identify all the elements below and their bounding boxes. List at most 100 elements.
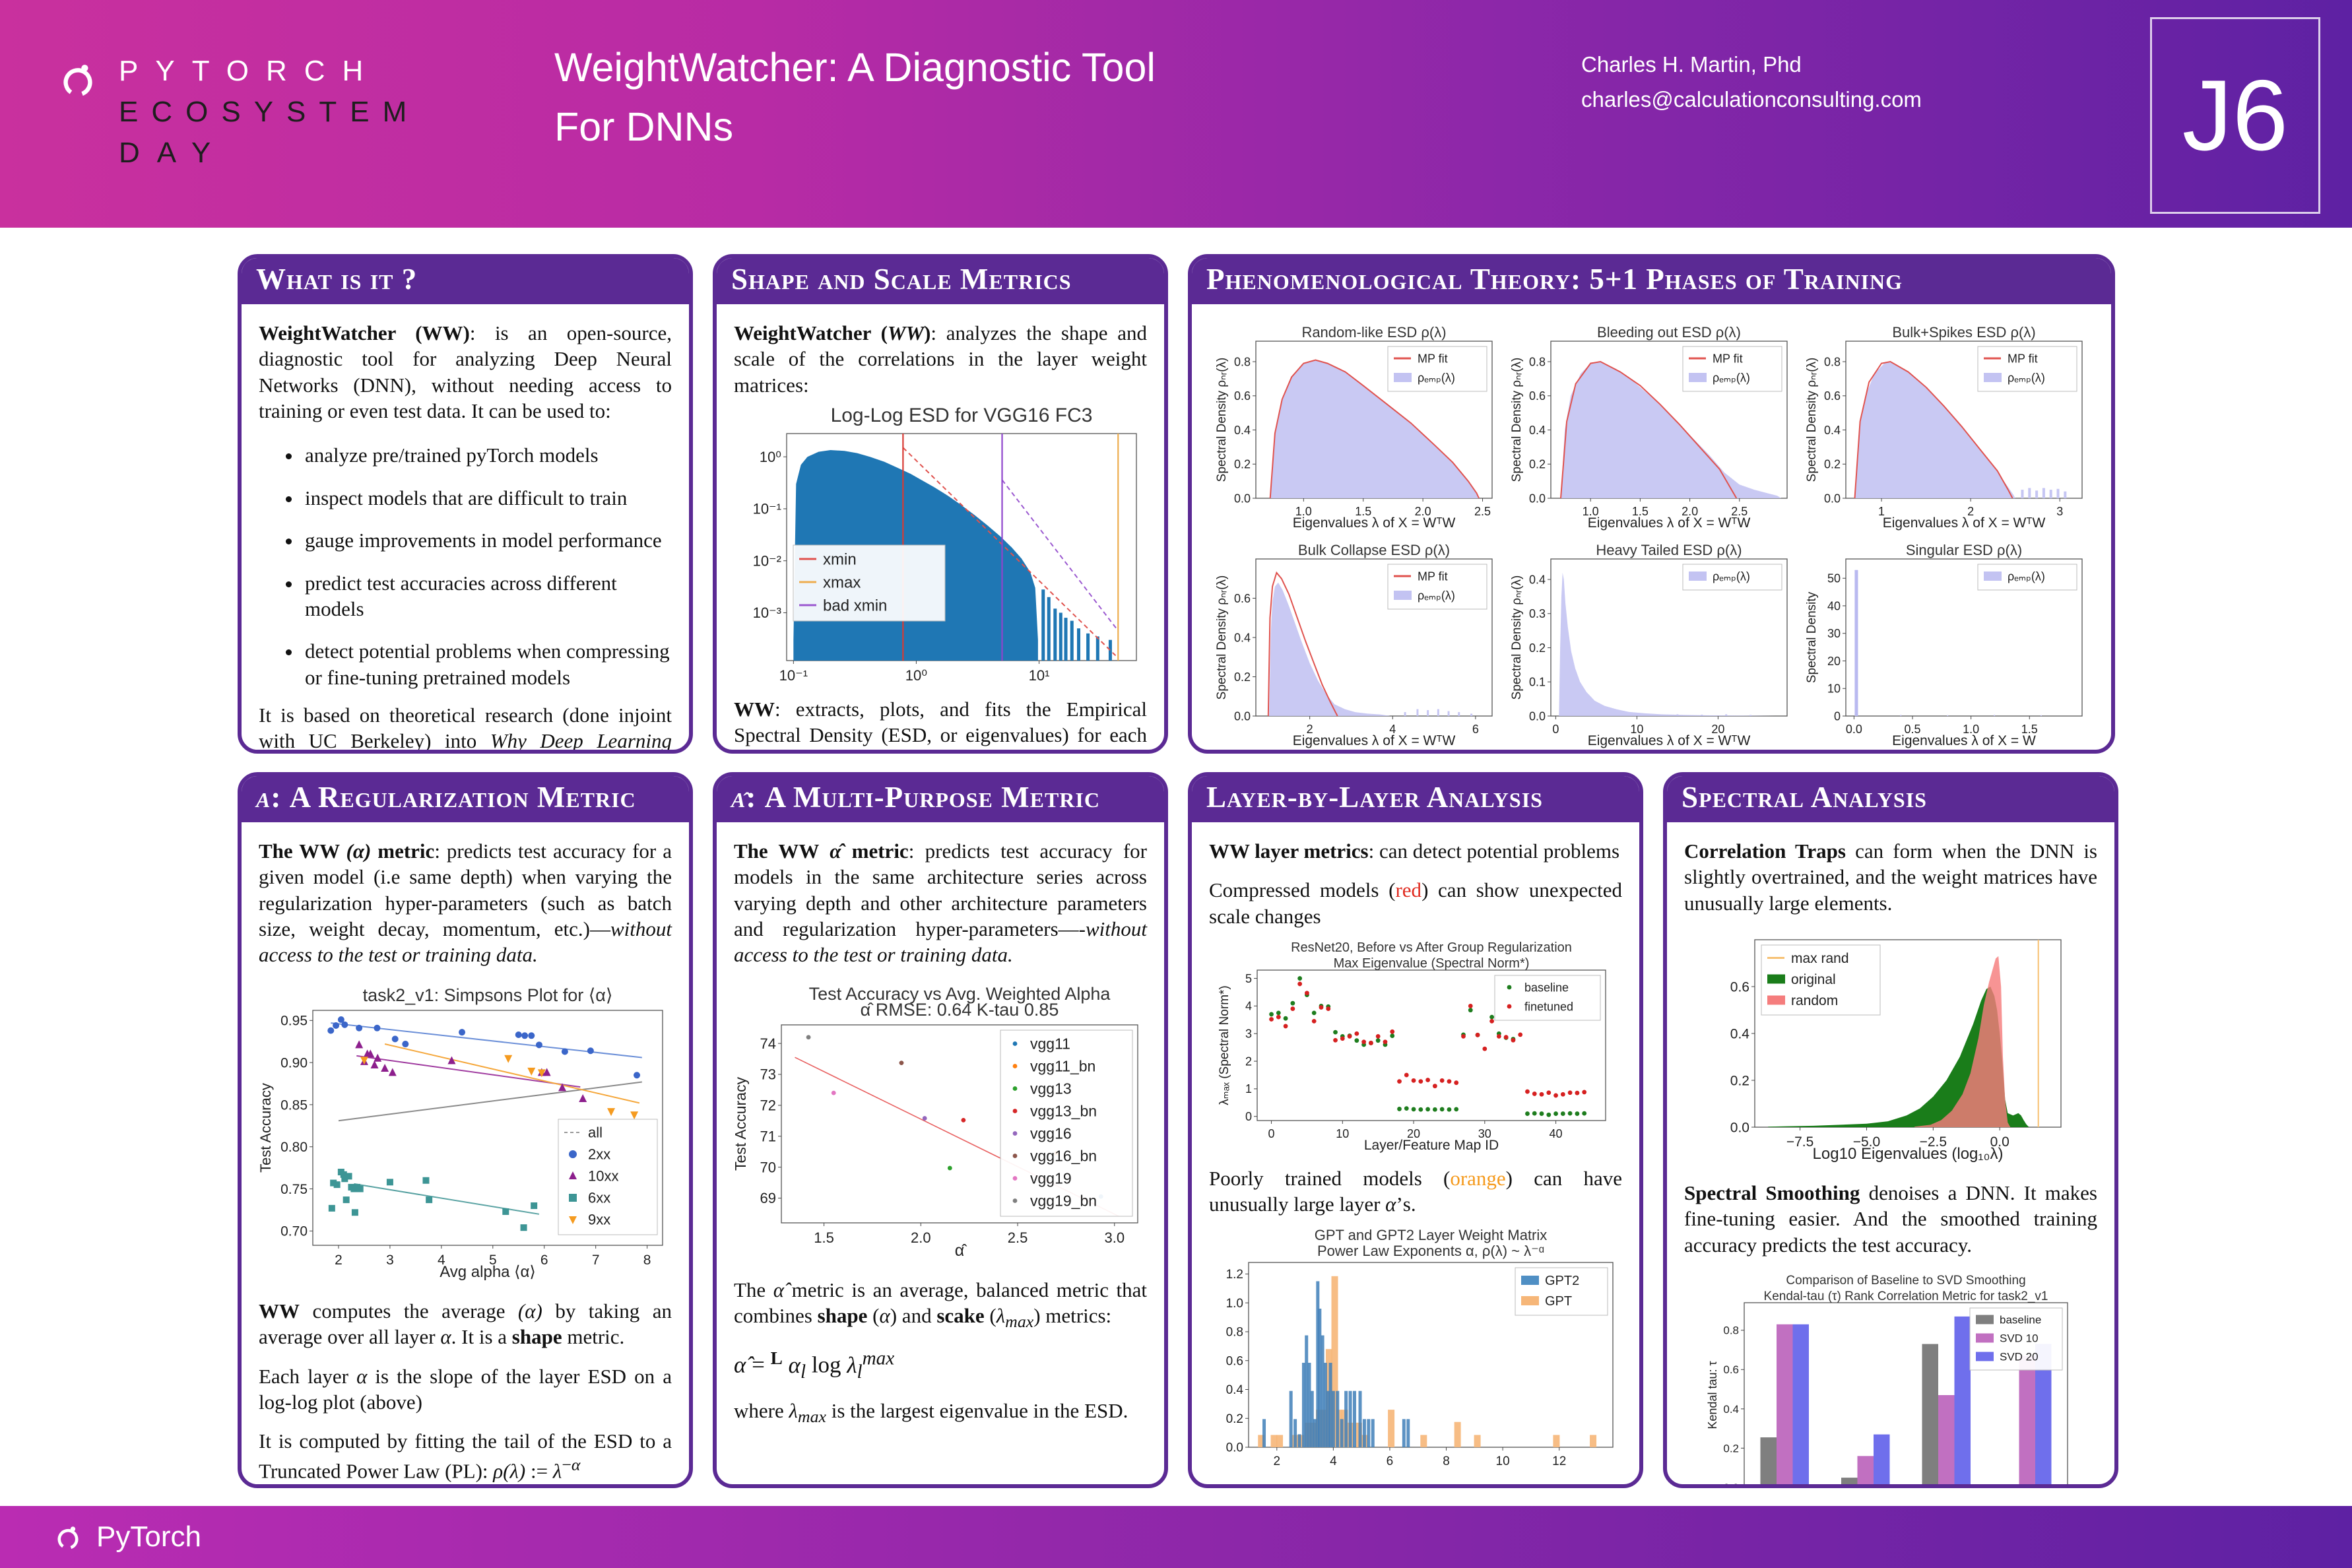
svg-text:0.4: 0.4: [1233, 424, 1250, 437]
svg-text:4: 4: [438, 1253, 445, 1268]
svg-text:10⁻²: 10⁻²: [753, 553, 781, 570]
svg-text:1.0: 1.0: [1582, 505, 1598, 518]
svg-text:74: 74: [760, 1035, 776, 1052]
svg-text:2.5: 2.5: [1731, 505, 1748, 518]
svg-text:10⁻³: 10⁻³: [753, 604, 781, 621]
layer-para-3: Poorly trained models (orange) can have …: [1209, 1167, 1622, 1216]
svg-text:0.6: 0.6: [1723, 1363, 1739, 1376]
svg-text:30: 30: [1827, 627, 1840, 640]
svg-text:0.70: 0.70: [280, 1224, 308, 1239]
svg-text:69: 69: [760, 1190, 776, 1206]
svg-text:0: 0: [1245, 1110, 1252, 1123]
svg-text:Avg alpha ⟨α⟩: Avg alpha ⟨α⟩: [440, 1263, 536, 1281]
svg-text:1.5: 1.5: [2021, 723, 2037, 736]
svg-text:Layer/Feature Map ID: Layer/Feature Map ID: [1364, 1138, 1499, 1153]
alphahat-formula: α̂ = L αl log λlmax: [734, 1348, 895, 1383]
svg-text:0.2: 0.2: [1723, 1443, 1739, 1455]
what-intro: WeightWatcher (WW): is an open-source, d…: [259, 321, 672, 423]
svg-text:0.0: 0.0: [1233, 492, 1250, 505]
svg-text:SVD 20: SVD 20: [2000, 1351, 2039, 1363]
svg-text:Eigenvalues λ of X = WᵀW: Eigenvalues λ of X = WᵀW: [1587, 733, 1750, 748]
svg-text:7: 7: [592, 1253, 600, 1268]
svg-text:3: 3: [2056, 505, 2063, 518]
svg-text:−5.0: −5.0: [1853, 1134, 1880, 1150]
svg-text:MP fit: MP fit: [1418, 570, 1448, 583]
alphahat-intro: The WW α̂ metric: predicts test accuracy…: [734, 839, 1148, 967]
svg-text:baseline: baseline: [2000, 1314, 2041, 1326]
svg-text:4: 4: [1389, 723, 1396, 736]
svg-text:Bleeding out ESD ρ(λ): Bleeding out ESD ρ(λ): [1597, 324, 1741, 341]
svg-text:vgg11_bn: vgg11_bn: [1030, 1057, 1095, 1074]
svg-text:10: 10: [1827, 682, 1840, 696]
svg-text:bad xmin: bad xmin: [823, 597, 887, 614]
svg-text:Spectral Density ρₙᵣ(λ): Spectral Density ρₙᵣ(λ): [1805, 358, 1819, 482]
svg-text:GPT2: GPT2: [1545, 1274, 1579, 1288]
svg-text:Random-like ESD ρ(λ): Random-like ESD ρ(λ): [1301, 324, 1446, 341]
svg-text:0.2: 0.2: [1730, 1073, 1749, 1088]
svg-text:vgg13: vgg13: [1030, 1080, 1072, 1097]
svg-text:Test Accuracy vs Avg. Weighted: Test Accuracy vs Avg. Weighted Alpha: [809, 984, 1111, 1004]
shape-para-1: WW: extracts, plots, and fits the Empiri…: [734, 698, 1147, 750]
alpha-para-2: Each layer α is the slope of the layer E…: [259, 1364, 672, 1414]
what-feature-list: analyze pre/trained pyTorch models inspec…: [285, 442, 672, 690]
alpha-para-1: WW computes the average (α) by taking an…: [259, 1299, 672, 1349]
svg-text:SVD 10: SVD 10: [2000, 1332, 2039, 1345]
svg-text:50: 50: [1827, 572, 1840, 585]
svg-text:0.0: 0.0: [1823, 492, 1840, 505]
svg-text:1.5: 1.5: [1631, 505, 1648, 518]
svg-text:task2_v1: Simpsons Plot for ⟨α: task2_v1: Simpsons Plot for ⟨α⟩: [363, 985, 613, 1005]
svg-text:1.2: 1.2: [1226, 1268, 1243, 1282]
svg-text:GPT and GPT2 Layer Weight Matr: GPT and GPT2 Layer Weight Matrix: [1315, 1227, 1548, 1243]
svg-text:1.0: 1.0: [1226, 1297, 1243, 1311]
svg-text:vgg19_bn: vgg19_bn: [1030, 1192, 1097, 1209]
svg-text:vgg16: vgg16: [1030, 1125, 1072, 1142]
panel-title: α̂: A Multi-Purpose Metric: [717, 776, 1164, 822]
svg-text:−7.5: −7.5: [1786, 1134, 1813, 1150]
svg-text:0: 0: [1268, 1127, 1275, 1140]
svg-text:ρₑₘₚ(λ): ρₑₘₚ(λ): [1418, 589, 1455, 602]
svg-text:6: 6: [1387, 1454, 1394, 1468]
pytorch-flame-icon: [57, 1526, 79, 1550]
panel-alpha-regularization-metric: α: A Regularization Metric The WW (α) me…: [238, 772, 693, 1488]
poster-badge: J6: [2150, 17, 2320, 214]
stray-period: .: [1196, 731, 1201, 754]
svg-text:0.90: 0.90: [280, 1055, 308, 1070]
svg-text:ρₑₘₚ(λ): ρₑₘₚ(λ): [1713, 371, 1750, 384]
svg-text:MP fit: MP fit: [1713, 352, 1743, 365]
svg-text:Power Law Exponents α, ρ(λ) ~: Power Law Exponents α, ρ(λ) ~ λ⁻ᵅ: [1317, 1243, 1544, 1259]
alpha-intro: The WW (α) metric: predicts test accurac…: [259, 839, 672, 967]
svg-text:MP fit: MP fit: [1418, 352, 1448, 365]
svg-text:Kendal tau: τ: Kendal tau: τ: [1706, 1361, 1719, 1429]
svg-text:8: 8: [643, 1253, 651, 1268]
svg-text:0.0: 0.0: [1723, 1482, 1739, 1488]
poster-title-line1: WeightWatcher: A Diagnostic Tool: [554, 45, 1156, 90]
svg-text:4: 4: [1245, 1000, 1252, 1013]
svg-text:10xx: 10xx: [588, 1167, 618, 1184]
svg-text:0.4: 0.4: [1226, 1383, 1244, 1397]
svg-text:0.6: 0.6: [1528, 389, 1545, 403]
svg-text:ResNet20, Before vs After Grou: ResNet20, Before vs After Group Regulari…: [1291, 940, 1572, 955]
svg-text:0.2: 0.2: [1823, 458, 1840, 471]
svg-text:9xx: 9xx: [588, 1211, 610, 1227]
svg-text:1: 1: [1878, 505, 1885, 518]
svg-text:6xx: 6xx: [588, 1189, 610, 1206]
svg-text:10: 10: [1496, 1454, 1510, 1468]
svg-text:0.80: 0.80: [280, 1140, 308, 1155]
header-banner: PYTORCH ECOSYSTEM DAY WeightWatcher: A D…: [0, 0, 2352, 228]
chart-resnet20-spectral-norm: 0 10 20 30 40 0 1 2 3 4 5 ResNet20, Before vs After…: [1218, 940, 1606, 1153]
svg-text:0.8: 0.8: [1723, 1324, 1739, 1337]
panel-title: What is it ?: [242, 258, 689, 304]
author-email: charles@calculationconsulting.com: [1581, 86, 1922, 112]
svg-text:λₘₐₓ (Spectral Norm*): λₘₐₓ (Spectral Norm*): [1218, 985, 1231, 1105]
svg-text:73: 73: [760, 1066, 776, 1082]
what-outro: It is based on theoretical research (don…: [259, 703, 672, 753]
panel-what-is-it: What is it ? WeightWatcher (WW): is an o…: [238, 254, 693, 754]
svg-text:3: 3: [1245, 1028, 1252, 1041]
svg-text:2.0: 2.0: [911, 1229, 931, 1246]
svg-text:2: 2: [1274, 1454, 1281, 1468]
svg-text:12: 12: [1552, 1454, 1566, 1468]
svg-text:0.4: 0.4: [1528, 424, 1545, 437]
chart-esd-singular: 0.0 0.5 1.0 1.5 0 10 20 30 40 50 Singular ESD ρ(λ)…: [1805, 542, 2083, 748]
alphahat-para-2: where λmax is the largest eigenvalue in …: [734, 1398, 1128, 1427]
svg-text:2: 2: [1245, 1055, 1252, 1068]
